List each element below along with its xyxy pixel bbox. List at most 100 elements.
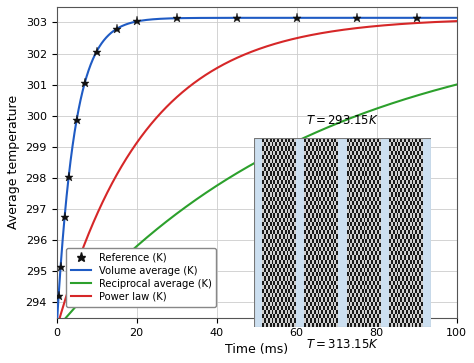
Bar <box>273 146 275 151</box>
Bar <box>325 192 327 197</box>
Bar <box>410 302 411 306</box>
Bar <box>272 222 273 226</box>
Bar <box>310 184 312 188</box>
Bar <box>288 238 290 243</box>
Bar <box>417 226 419 230</box>
X-axis label: Time (ms): Time (ms) <box>225 343 288 356</box>
Bar <box>356 256 358 260</box>
Bar <box>275 276 277 281</box>
Bar <box>266 306 268 310</box>
Bar <box>399 146 400 151</box>
Bar <box>292 276 294 281</box>
Bar <box>306 281 308 285</box>
Bar <box>306 151 308 155</box>
Bar <box>371 184 373 188</box>
Bar <box>410 142 411 146</box>
Bar <box>417 184 419 188</box>
Bar <box>350 188 352 192</box>
Bar <box>331 289 333 293</box>
Bar <box>369 260 371 264</box>
Bar <box>354 230 356 234</box>
Bar <box>391 297 393 302</box>
Bar <box>266 188 268 192</box>
Bar <box>358 268 360 272</box>
Bar <box>316 306 318 310</box>
Bar <box>356 146 358 151</box>
Bar <box>333 184 335 188</box>
Bar <box>286 197 288 201</box>
Bar <box>354 171 356 176</box>
Bar <box>333 201 335 205</box>
Bar <box>286 234 288 238</box>
Bar <box>367 159 369 163</box>
Bar <box>279 159 281 163</box>
Bar <box>314 151 316 155</box>
Bar <box>325 188 327 192</box>
Bar <box>350 293 352 297</box>
Bar <box>367 205 369 209</box>
Bar <box>306 293 308 297</box>
Bar <box>404 230 406 234</box>
Bar <box>284 226 286 230</box>
Bar <box>272 167 273 171</box>
Bar <box>379 213 381 218</box>
Bar <box>327 285 329 289</box>
Bar <box>397 163 399 167</box>
Bar <box>395 318 397 322</box>
Bar <box>360 205 362 209</box>
Bar <box>292 260 294 264</box>
Bar <box>294 163 296 167</box>
Bar <box>316 171 318 176</box>
Bar <box>288 176 290 180</box>
Bar <box>346 310 348 314</box>
Bar <box>371 159 373 163</box>
Bar <box>404 184 406 188</box>
Bar <box>294 197 296 201</box>
Bar <box>279 243 281 247</box>
Bar <box>397 171 399 176</box>
Bar <box>294 226 296 230</box>
Bar <box>358 251 360 256</box>
Bar <box>318 163 319 167</box>
Bar <box>268 146 270 151</box>
Bar <box>279 155 281 159</box>
Bar <box>371 192 373 197</box>
Bar <box>325 243 327 247</box>
Bar <box>410 188 411 192</box>
Bar <box>327 201 329 205</box>
Bar <box>268 293 270 297</box>
Bar <box>286 285 288 289</box>
Bar <box>284 142 286 146</box>
Bar <box>371 226 373 230</box>
Bar <box>273 188 275 192</box>
Bar <box>286 322 288 327</box>
Bar <box>335 251 337 256</box>
Bar <box>373 243 375 247</box>
Bar <box>279 260 281 264</box>
Bar <box>273 268 275 272</box>
Bar <box>268 222 270 226</box>
Bar <box>411 138 413 142</box>
Bar <box>356 188 358 192</box>
Bar <box>270 188 272 192</box>
Bar <box>312 302 314 306</box>
Bar <box>288 180 290 184</box>
Bar <box>325 226 327 230</box>
Bar <box>358 184 360 188</box>
Bar <box>379 230 381 234</box>
Bar <box>358 260 360 264</box>
Bar <box>367 184 369 188</box>
Bar <box>306 310 308 314</box>
Bar <box>391 192 393 197</box>
Bar <box>312 268 314 272</box>
Bar <box>352 226 354 230</box>
Bar <box>348 314 350 318</box>
Bar <box>367 142 369 146</box>
Bar <box>279 230 281 234</box>
Bar <box>415 142 417 146</box>
Bar <box>395 256 397 260</box>
Bar <box>304 146 306 151</box>
Bar <box>294 205 296 209</box>
Bar <box>331 155 333 159</box>
Bar <box>275 234 277 238</box>
